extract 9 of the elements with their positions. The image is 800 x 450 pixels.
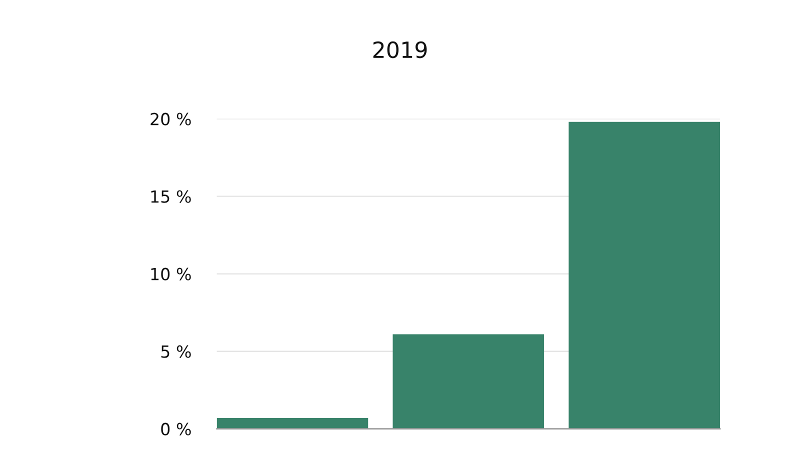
- bar: [568, 122, 720, 429]
- y-tick-label: 20 %: [150, 112, 191, 126]
- chart-title: 2019: [373, 41, 427, 58]
- y-tick-label: 0 %: [161, 422, 191, 436]
- bar: [216, 418, 368, 429]
- y-tick-label: 5 %: [161, 345, 191, 358]
- bar: [392, 334, 544, 429]
- y-tick-label: 15 %: [151, 190, 191, 203]
- y-tick-label: 10 %: [151, 268, 191, 280]
